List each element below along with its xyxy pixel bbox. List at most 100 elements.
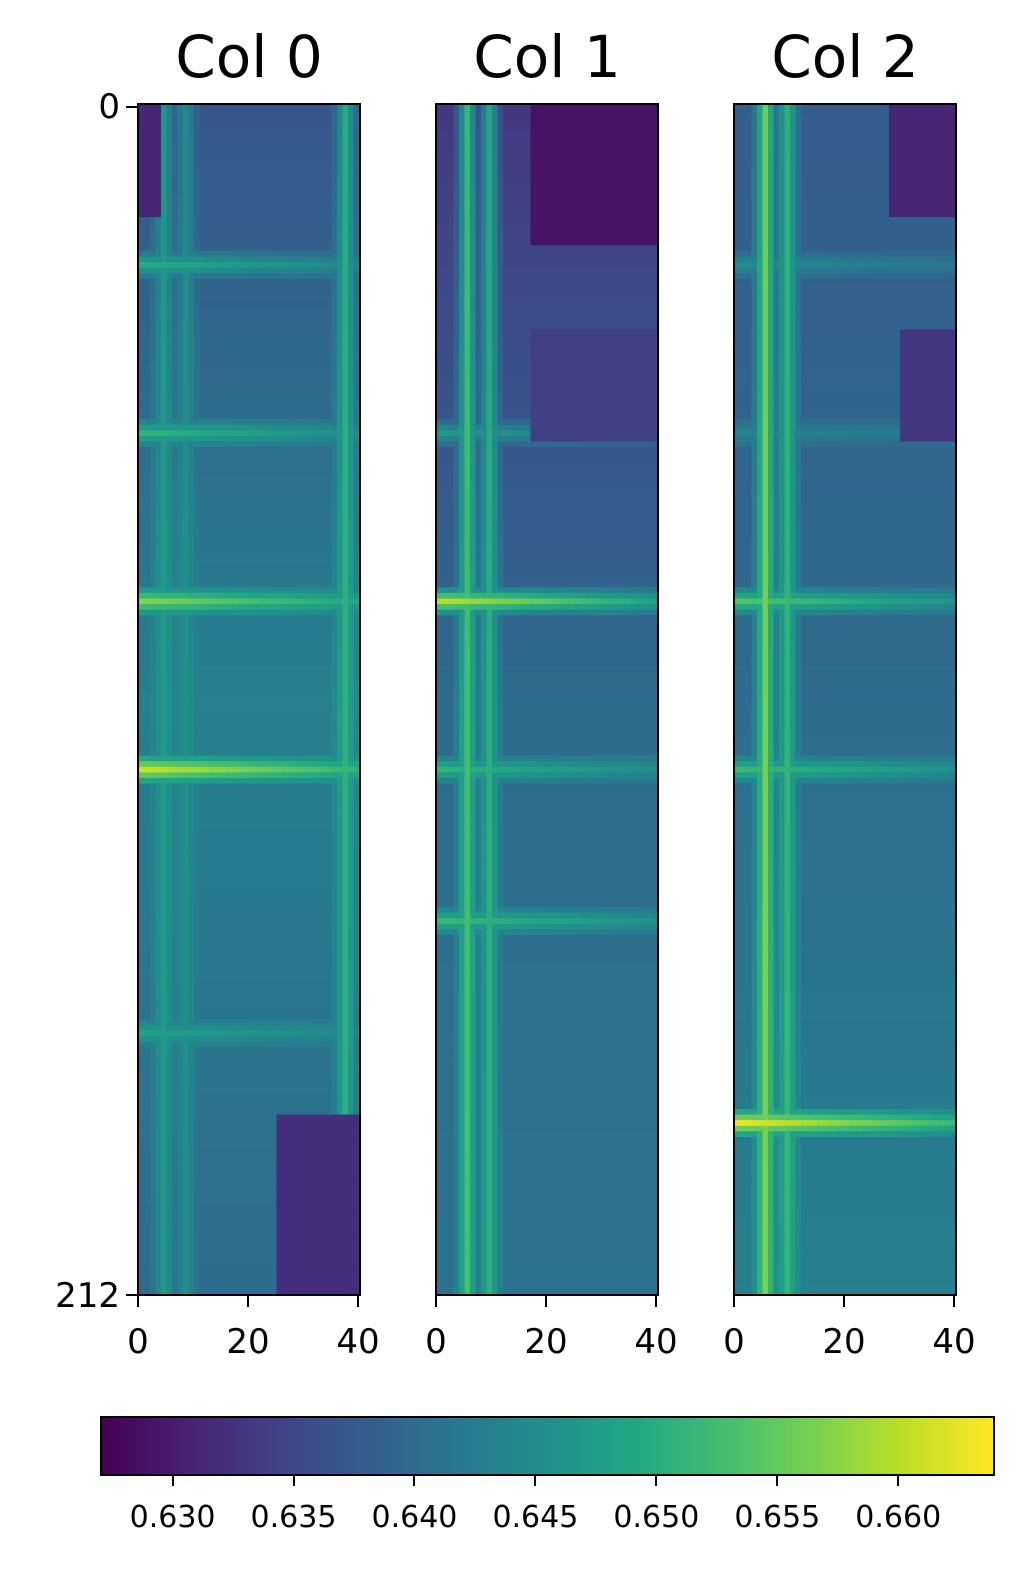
heatmap-cell (155, 351, 162, 358)
heatmap-cell (304, 413, 311, 420)
heatmap-cell (210, 424, 217, 431)
heatmap-cell (353, 306, 359, 314)
heatmap-cell (282, 721, 289, 729)
heatmap-cell (161, 531, 168, 538)
heatmap-cell (304, 447, 311, 454)
heatmap-cell (216, 755, 223, 762)
heatmap-cell (188, 609, 195, 616)
heatmap-cell (144, 205, 151, 213)
heatmap-cell (293, 447, 300, 454)
heatmap-cell (177, 290, 184, 297)
heatmap-cell (172, 430, 179, 437)
heatmap-cell (282, 576, 289, 583)
heatmap-cell (326, 306, 333, 314)
heatmap-cell (199, 637, 206, 645)
heatmap-cell (210, 435, 217, 443)
heatmap-cell (188, 559, 195, 566)
heatmap-cell (166, 177, 173, 185)
heatmap-cell (320, 205, 327, 213)
heatmap-cell (271, 138, 278, 145)
heatmap-cell (183, 660, 190, 667)
heatmap-cell (331, 144, 338, 151)
heatmap-cell (353, 749, 359, 757)
heatmap-cell (150, 536, 157, 544)
heatmap-cell (227, 592, 234, 600)
heatmap-cell (282, 172, 289, 179)
heatmap-cell (337, 127, 344, 134)
heatmap-cell (177, 710, 184, 717)
heatmap-cell (315, 116, 322, 123)
heatmap-cell (304, 514, 311, 521)
heatmap-cell (177, 491, 184, 499)
heatmap-cell (315, 654, 322, 661)
heatmap-cell (254, 144, 261, 151)
heatmap-cell (144, 133, 151, 140)
heatmap-cell (150, 424, 157, 431)
heatmap-cell (155, 705, 162, 712)
heatmap-cell (238, 256, 245, 263)
heatmap-cell (166, 716, 173, 723)
heatmap-cell (271, 716, 278, 723)
heatmap-cell (177, 250, 184, 258)
heatmap-cell (293, 744, 300, 751)
heatmap-cell (161, 475, 168, 482)
heatmap-cell (260, 660, 267, 667)
heatmap-cell (243, 284, 250, 291)
heatmap-cell (238, 749, 245, 757)
heatmap-cell (199, 407, 206, 415)
heatmap-cell (260, 469, 267, 476)
heatmap-cell (315, 525, 322, 532)
heatmap-cell (348, 402, 355, 409)
heatmap-cell (155, 205, 162, 213)
heatmap-cell (210, 278, 217, 286)
heatmap-cell (238, 250, 245, 258)
heatmap-cell (293, 710, 300, 717)
heatmap-cell (271, 374, 278, 381)
heatmap-cell (287, 441, 294, 448)
heatmap-cell (232, 800, 239, 807)
heatmap-cell (276, 250, 283, 258)
heatmap-cell (298, 116, 305, 123)
heatmap-cell (348, 447, 355, 454)
heatmap-cell (304, 166, 311, 173)
heatmap-cell (260, 626, 267, 633)
heatmap-cell (304, 738, 311, 745)
heatmap-cell (265, 149, 272, 157)
heatmap-cell (260, 447, 267, 454)
heatmap-cell (166, 189, 173, 196)
heatmap-cell (282, 183, 289, 190)
heatmap-cell (232, 194, 239, 201)
heatmap-cell (326, 144, 333, 151)
heatmap-cell (326, 576, 333, 583)
heatmap-cell (150, 620, 157, 628)
heatmap-cell (205, 744, 212, 751)
heatmap-cell (232, 699, 239, 706)
heatmap-cell (199, 295, 206, 302)
heatmap-cell (282, 127, 289, 134)
heatmap-cell (276, 452, 283, 459)
heatmap-cell (210, 542, 217, 549)
heatmap-cell (348, 682, 355, 689)
heatmap-cell (282, 407, 289, 415)
heatmap-cell (243, 267, 250, 274)
heatmap-cell (315, 205, 322, 213)
heatmap-cell (194, 671, 201, 678)
heatmap-cell (353, 626, 359, 633)
heatmap-cell (342, 531, 349, 538)
heatmap-cell (304, 290, 311, 297)
heatmap-cell (172, 239, 179, 246)
heatmap-cell (150, 693, 157, 701)
heatmap-cell (205, 677, 212, 684)
heatmap-cell (282, 609, 289, 616)
heatmap-cell (166, 542, 173, 549)
heatmap-cell (221, 755, 228, 762)
heatmap-cell (227, 256, 234, 263)
heatmap-cell (177, 789, 184, 796)
heatmap-cell (238, 620, 245, 628)
heatmap-cell (221, 424, 228, 431)
heatmap-cell (282, 413, 289, 420)
heatmap-cell (298, 329, 305, 336)
heatmap-cell (188, 660, 195, 667)
heatmap-cell (166, 508, 173, 516)
heatmap-cell (260, 138, 267, 145)
